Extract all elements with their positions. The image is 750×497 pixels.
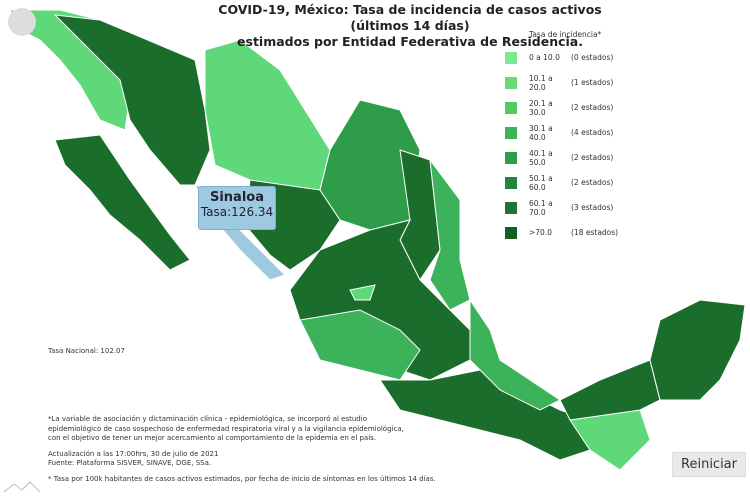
legend-title: Tasa de incidencia* [529,30,602,39]
legend-swatch [505,51,517,64]
legend-swatch [505,226,517,239]
legend-item: 0 a 10.0 (0 estados) [505,45,618,70]
legend-item: 30.1 a 40.0 (4 estados) [505,120,618,145]
note: Fuente: Plataforma SISVER, SINAVE, DGE, … [48,459,212,467]
tooltip-rate: Tasa:126.34 [200,205,274,219]
state[interactable] [204,39,331,196]
legend-item: >70.0 (18 estados) [505,220,618,245]
legend-count: (2 estados) [571,103,614,112]
legend: Tasa de incidencia* 0 a 10.0 (0 estados) 10… [505,30,618,245]
legend-count: (18 estados) [571,228,619,237]
legend-item: 10.1 a 20.0 (1 estados) [505,70,618,95]
note: * Tasa por 100k habitantes de casos acti… [48,474,436,483]
state[interactable] [54,134,191,271]
download-button[interactable] [8,8,36,36]
state[interactable] [649,299,746,401]
legend-swatch [505,101,517,114]
note: epidemiológico de caso sospechoso de enf… [48,424,404,433]
legend-range: 50.1 a 60.0 [529,173,553,192]
legend-item: 40.1 a 50.0 (2 estados) [505,145,618,170]
legend-count: (1 estados) [571,78,614,87]
legend-count: (4 estados) [571,128,614,137]
legend-count: (3 estados) [571,203,614,212]
legend-count: (2 estados) [571,153,614,162]
legend-range: 40.1 a 50.0 [529,148,553,167]
legend-range: 30.1 a 40.0 [529,123,553,142]
legend-count: (0 estados) [571,53,614,62]
legend-item: 60.1 a 70.0 (3 estados) [505,195,618,220]
note: Actualización a las 17:00hrs, 30 de juli… [48,449,219,458]
legend-count: (2 estados) [571,178,614,187]
logo [3,481,41,493]
national-rate: Tasa Nacional: 102.07 [48,347,125,355]
state[interactable] [299,309,421,381]
footnotes: *La variable de asociación y dictaminaci… [48,415,436,484]
legend-swatch [505,176,517,189]
legend-swatch [505,126,517,139]
tooltip: Sinaloa Tasa:126.34 [198,186,276,230]
reset-button[interactable]: Reiniciar [672,452,746,477]
title-line: estimados por Entidad Federativa de Resi… [237,34,583,49]
state[interactable] [349,284,376,301]
legend-swatch [505,76,517,89]
legend-range: 0 a 10.0 [529,53,560,62]
legend-range: >70.0 [529,228,552,237]
title-line: COVID-19, México: Tasa de incidencia de … [218,2,602,33]
legend-item: 20.1 a 30.0 (2 estados) [505,95,618,120]
legend-range: 60.1 a 70.0 [529,198,553,217]
note: *La variable de asociación y dictaminaci… [48,415,367,423]
title: COVID-19, México: Tasa de incidencia de … [190,2,630,50]
state[interactable] [429,158,471,311]
legend-range: 20.1 a 30.0 [529,98,553,117]
note: con el objetivo de tener un mejor acerca… [48,434,377,442]
legend-range: 10.1 a 20.0 [529,73,553,92]
legend-item: 50.1 a 60.0 (2 estados) [505,170,618,195]
legend-swatch [505,151,517,164]
tooltip-state: Sinaloa [209,190,264,205]
state[interactable] [559,359,661,421]
legend-swatch [505,201,517,214]
